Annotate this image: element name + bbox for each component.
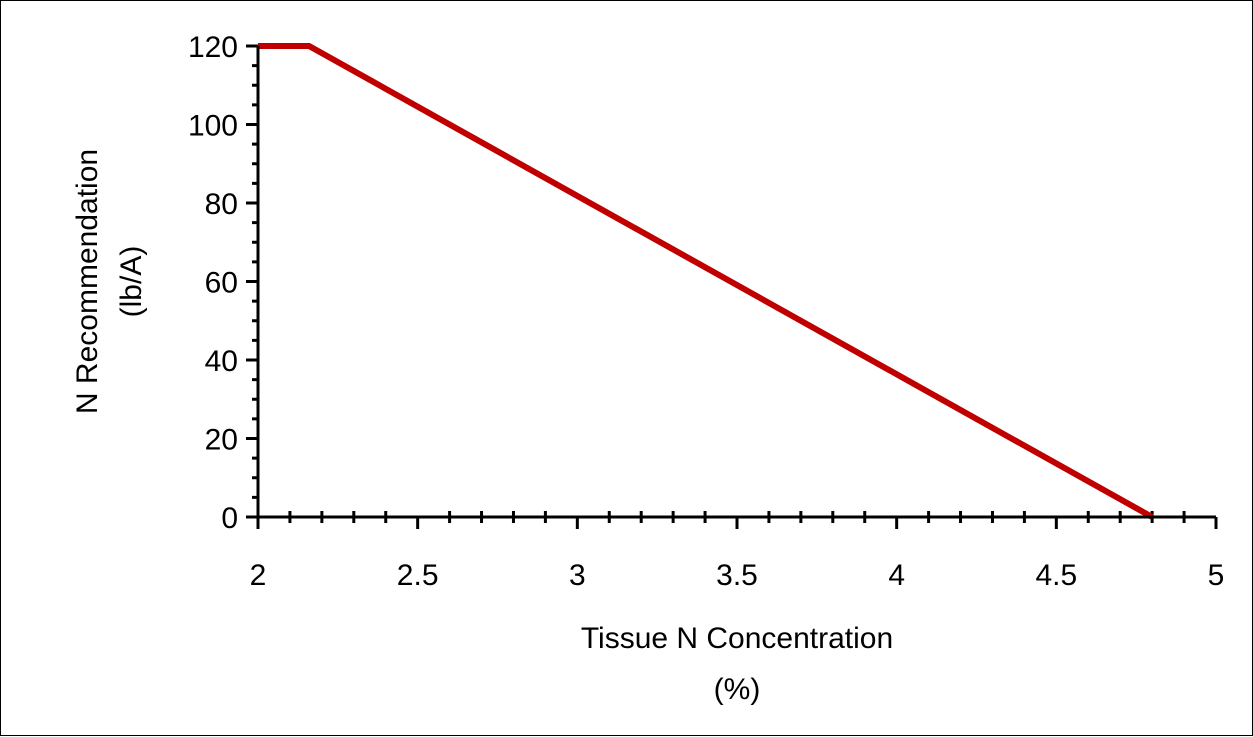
y-tick-label: 60: [205, 267, 238, 300]
x-tick-label: 3.5: [716, 559, 758, 592]
x-tick-label: 4.5: [1035, 559, 1077, 592]
x-tick-label: 2: [250, 559, 267, 592]
y-tick-label: 80: [205, 188, 238, 221]
y-axis-title-line-1: N Recommendation: [71, 149, 104, 414]
y-tick-label: 20: [205, 424, 238, 457]
y-tick-label: 40: [205, 345, 238, 378]
y-axis-title-line-2: (lb/A): [115, 246, 148, 318]
y-tick-label: 120: [188, 31, 238, 64]
x-tick-label: 5: [1208, 559, 1225, 592]
ticks-layer: [246, 44, 1218, 529]
series-layer: [258, 43, 1154, 520]
y-tick-label: 0: [221, 502, 238, 535]
x-axis-title-line-2: (%): [714, 673, 761, 706]
labels-layer: 2 2.5 3 3.5 4 4.5 5 0 20 40 60 80 100 120: [188, 31, 1224, 592]
x-axis-title-line-1: Tissue N Concentration: [581, 622, 893, 655]
y-tick-label: 100: [188, 110, 238, 143]
x-tick-label: 3: [569, 559, 586, 592]
series-line: [258, 43, 1154, 520]
x-tick-label: 4: [888, 559, 905, 592]
x-tick-label: 2.5: [397, 559, 439, 592]
